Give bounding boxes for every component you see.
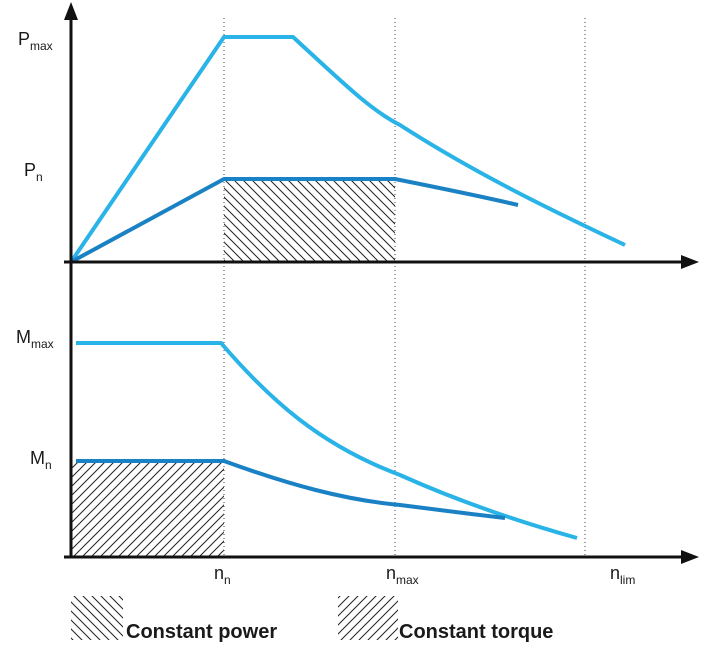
p-max-label: Pmax bbox=[18, 29, 53, 53]
y-axis-arrow bbox=[64, 2, 78, 20]
p-n-curve bbox=[70, 177, 519, 264]
constant-torque-swatch bbox=[338, 596, 398, 640]
constant-torque-legend-label: Constant torque bbox=[399, 621, 553, 643]
m-n-label: Mn bbox=[30, 448, 52, 472]
m-max-label: Mmax bbox=[16, 327, 54, 351]
constant-torque-area bbox=[71, 461, 224, 557]
n-n-label: nn bbox=[214, 563, 231, 587]
m-max-curve bbox=[76, 341, 578, 540]
constant-power-legend-label: Constant power bbox=[126, 621, 277, 643]
p-n-label: Pn bbox=[24, 160, 43, 184]
constant-power-swatch bbox=[71, 596, 123, 640]
n-max-label: nmax bbox=[386, 563, 419, 587]
n-lim-label: nlim bbox=[610, 563, 635, 587]
p-max-curve bbox=[69, 35, 626, 264]
upper-x-axis-arrow bbox=[681, 255, 699, 269]
lower-x-axis-arrow bbox=[681, 550, 699, 564]
m-n-curve bbox=[76, 459, 506, 520]
constant-power-area bbox=[224, 179, 395, 262]
